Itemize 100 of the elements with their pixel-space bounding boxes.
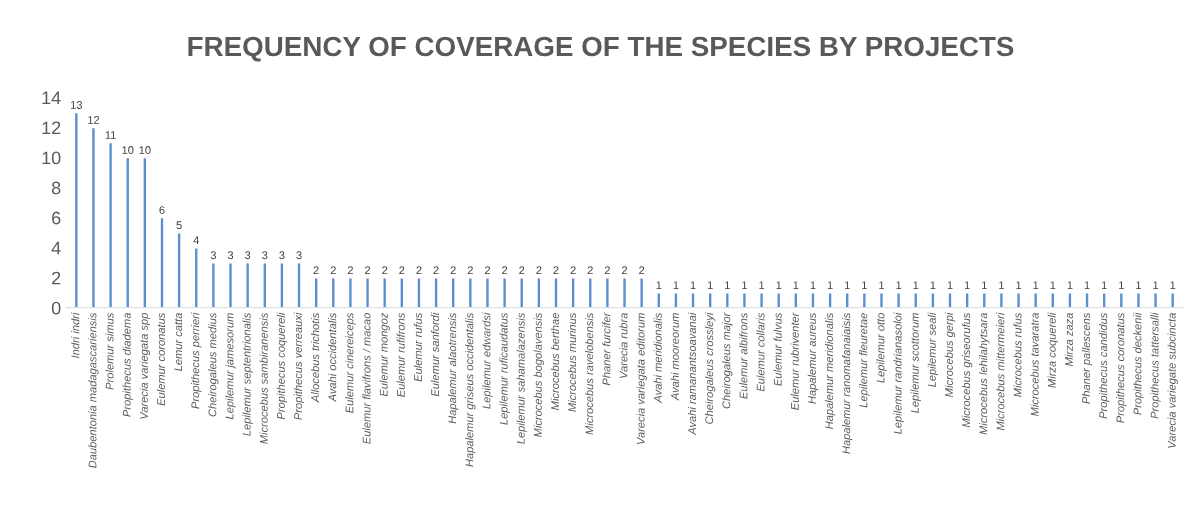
bar <box>73 111 79 308</box>
bar <box>656 292 662 308</box>
x-tick-label: Avahi mooreorum <box>670 313 679 401</box>
y-tick-label: 10 <box>42 151 61 165</box>
bar <box>741 292 748 308</box>
x-tick-label: Avahi ramanantsoavanai <box>687 312 697 436</box>
data-label: 1 <box>947 281 953 290</box>
x-tick-label: Propithecus candidus <box>1099 312 1110 419</box>
y-tick-label: 2 <box>52 271 61 285</box>
x-tick-label: Daubentonia madagascariensis <box>88 312 99 468</box>
x-tick-label: Microcebus murinus <box>567 312 577 412</box>
x-tick-label: Phaner pallescens <box>1081 312 1093 404</box>
x-tick-label: Eulemur rubriventer <box>790 312 799 410</box>
bar <box>142 156 148 308</box>
x-tick-label: Microcebus tavaratra <box>1030 313 1039 417</box>
x-tick-label: Hapalemur griseus occidentalis <box>465 312 476 467</box>
y-tick-label: 14 <box>42 91 61 105</box>
data-label: 1 <box>1136 281 1141 290</box>
x-tick-label: Eulemur flavifrons / macao <box>362 313 371 444</box>
bar <box>1084 292 1090 308</box>
bar <box>930 292 936 308</box>
bar <box>553 277 559 308</box>
x-tick-label: Microcebus ravelobensis <box>585 312 594 435</box>
x-tick-label: Eulemur rufus <box>413 312 422 382</box>
bar <box>1101 292 1107 308</box>
x-tick-label: Eulemur coronatus <box>156 312 165 406</box>
data-label: 1 <box>759 281 765 290</box>
data-label: 2 <box>313 266 319 275</box>
bar <box>1135 292 1142 308</box>
x-tick-label: Lepilemur scottorum <box>910 313 921 413</box>
bar <box>313 277 319 308</box>
data-label: 11 <box>105 131 116 139</box>
x-tick-label: Hapalemur alaotrensis <box>448 312 459 424</box>
data-label: 1 <box>1084 281 1090 290</box>
bar <box>125 156 131 308</box>
data-label: 6 <box>159 206 165 215</box>
x-tick-label: Lepilemur septentrionalis <box>242 312 253 436</box>
bar <box>108 141 114 308</box>
data-label: 3 <box>210 251 216 260</box>
data-label: 2 <box>433 266 439 275</box>
data-label: 1 <box>1153 281 1159 290</box>
x-tick-label: Propithecus verreauxi <box>293 312 305 420</box>
x-tick-label: Microcebus rufus <box>1013 312 1022 397</box>
bar <box>296 262 302 308</box>
data-label: 1 <box>776 281 782 290</box>
data-label: 1 <box>1119 281 1124 290</box>
bar <box>964 292 970 308</box>
data-label: 1 <box>1016 281 1022 290</box>
data-label: 1 <box>656 281 662 290</box>
data-label: 2 <box>502 266 508 275</box>
y-tick-label: 6 <box>52 211 61 225</box>
data-label: 2 <box>467 266 473 275</box>
x-tick-label: Cheirogaleus medius <box>208 312 219 417</box>
data-label: 1 <box>1050 281 1056 290</box>
bar <box>913 292 919 308</box>
data-label: 12 <box>88 116 100 124</box>
data-label: 1 <box>1170 281 1176 290</box>
data-label: 1 <box>844 281 850 290</box>
data-label: 2 <box>519 266 525 275</box>
data-label: 2 <box>365 266 371 275</box>
x-tick-label: Cheirogaleus major <box>722 312 733 409</box>
bar <box>176 231 182 308</box>
data-label: 10 <box>122 146 134 154</box>
data-label: 1 <box>673 281 679 290</box>
bar <box>776 292 782 308</box>
data-label: 1 <box>913 281 919 290</box>
x-tick-label: Microcebus lehilahytsara <box>979 313 990 435</box>
x-tick-label: Eulemur fulvus <box>773 312 782 386</box>
x-tick-label: Avahi meridionalis <box>653 312 662 404</box>
data-label: 2 <box>382 266 388 275</box>
x-tick-label: Hapalemur meridionalis <box>824 312 836 430</box>
data-label: 2 <box>536 266 542 275</box>
x-tick-label: Microcebus mittermeieri <box>996 312 1005 431</box>
x-tick-label: Allocebus trichotis <box>310 312 320 403</box>
x-tick-label: Microcebus berthae <box>550 313 559 410</box>
data-label: 2 <box>330 266 336 275</box>
x-tick-label: Lemur catta <box>174 313 183 371</box>
data-label: 1 <box>725 281 730 290</box>
x-tick-label: Propithecus tattersalli <box>1150 312 1161 419</box>
bar <box>587 277 593 308</box>
x-tick-label: Eulemur albifrons <box>739 312 748 399</box>
data-label: 2 <box>347 266 353 275</box>
data-label: 3 <box>262 251 268 260</box>
bar <box>1118 292 1124 308</box>
bar <box>416 277 422 308</box>
bar <box>878 292 885 308</box>
data-label: 2 <box>587 266 593 275</box>
data-label: 2 <box>570 266 576 275</box>
x-tick-label: Propithecus coronatus <box>1116 312 1127 423</box>
x-tick-label: Microcebus griseorufus <box>961 312 973 428</box>
bar <box>536 277 542 308</box>
bar <box>159 216 165 308</box>
y-tick-label: 12 <box>42 121 61 135</box>
bar <box>502 277 508 308</box>
bar <box>399 277 405 308</box>
x-tick-label: Avahi occidentalis <box>328 312 337 402</box>
bar <box>793 292 799 308</box>
data-label: 2 <box>604 266 610 275</box>
bar <box>433 277 439 308</box>
x-tick-label: Eulemur mongoz <box>379 312 390 397</box>
